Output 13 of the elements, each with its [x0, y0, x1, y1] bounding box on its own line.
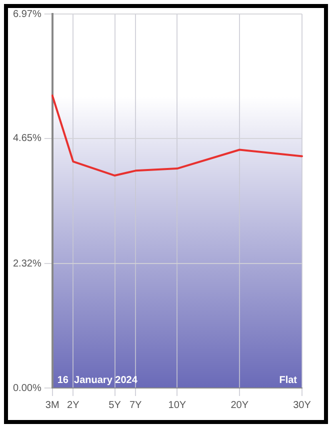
x-tick-label: 5Y	[108, 400, 122, 411]
x-tick-label: 7Y	[129, 400, 142, 411]
x-tick-label: 2Y	[67, 400, 80, 411]
y-tick-label: 6.97%	[12, 8, 42, 20]
y-tick-label: 0.00%	[12, 382, 42, 394]
x-tick-label: 20Y	[230, 400, 249, 411]
x-tick-label: 30Y	[293, 400, 312, 411]
annotation: Flat	[279, 374, 298, 386]
x-tick-label: 3M	[45, 400, 60, 411]
y-tick-label: 4.65%	[12, 133, 42, 144]
y-tick-label: 2.32%	[12, 258, 42, 270]
x-tick-label: 10Y	[168, 400, 186, 411]
annotation: 16 January 2024	[57, 374, 138, 386]
